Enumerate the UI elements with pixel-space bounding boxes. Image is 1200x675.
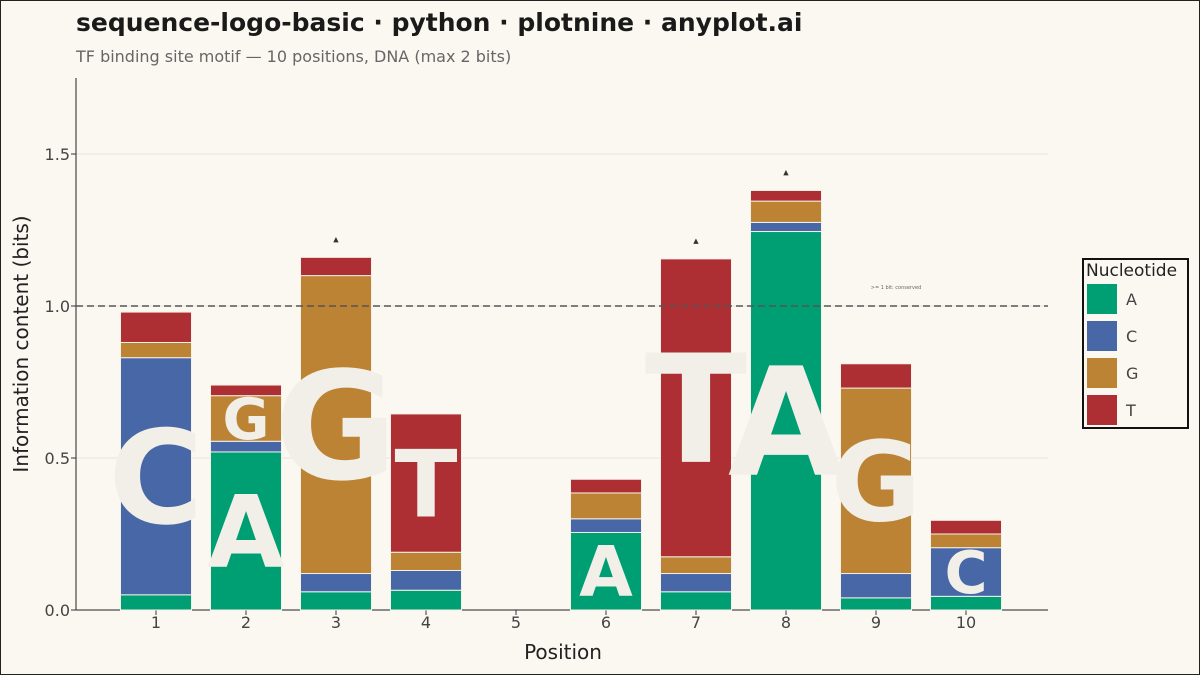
x-tick-label: 9 bbox=[871, 613, 881, 632]
bar-segment bbox=[390, 589, 462, 611]
y-tick-label: 1.0 bbox=[45, 297, 70, 316]
bar-segment bbox=[300, 591, 372, 611]
bar-segment bbox=[750, 231, 822, 611]
conserved-marker: ▲ bbox=[783, 168, 789, 176]
conserved-marker: ▲ bbox=[693, 237, 699, 245]
y-axis-title: Information content (bits) bbox=[9, 215, 33, 472]
letter-label: A bbox=[579, 533, 633, 613]
letter-label: G bbox=[274, 341, 397, 515]
reference-line-label: >= 1 bit: conserved bbox=[871, 285, 921, 291]
x-tick-label: 5 bbox=[511, 613, 521, 632]
bar-segment bbox=[570, 492, 642, 520]
chart-title: sequence-logo-basic · python · plotnine … bbox=[76, 8, 803, 37]
legend-label: G bbox=[1126, 364, 1138, 383]
bar-segment bbox=[120, 341, 192, 359]
letter-label: G bbox=[831, 418, 921, 546]
bar-segment bbox=[660, 258, 732, 558]
bar-segment bbox=[120, 311, 192, 343]
x-axis-title: Position bbox=[524, 640, 602, 664]
bar-segment bbox=[750, 200, 822, 223]
x-tick-label: 1 bbox=[151, 613, 161, 632]
letter-label: T bbox=[645, 324, 747, 498]
bar-segment bbox=[840, 387, 912, 575]
bar-segment bbox=[930, 519, 1002, 535]
letter-label: C bbox=[108, 403, 203, 554]
x-tick-label: 2 bbox=[241, 613, 251, 632]
bar-segment bbox=[840, 363, 912, 389]
bar-segment bbox=[120, 594, 192, 611]
legend-title: Nucleotide bbox=[1086, 261, 1177, 281]
bar-segment bbox=[390, 551, 462, 571]
y-tick-label: 1.5 bbox=[45, 145, 70, 164]
bar-segment bbox=[660, 573, 732, 593]
bar-segment bbox=[210, 451, 282, 611]
legend-label: T bbox=[1125, 401, 1136, 420]
bar-segment bbox=[570, 531, 642, 611]
y-tick-label: 0.5 bbox=[45, 449, 70, 468]
legend-label: C bbox=[1126, 327, 1137, 346]
x-tick-label: 6 bbox=[601, 613, 611, 632]
bar-segment bbox=[750, 189, 822, 202]
bar-segment bbox=[660, 591, 732, 611]
conserved-marker: ▲ bbox=[333, 235, 339, 243]
legend-swatch bbox=[1087, 358, 1117, 388]
bar-segment bbox=[210, 395, 282, 442]
bar-segment bbox=[390, 413, 462, 553]
letter-label: C bbox=[945, 539, 988, 607]
bar-segment bbox=[930, 547, 1002, 597]
letter-label: A bbox=[728, 337, 844, 511]
letter-label: T bbox=[395, 430, 458, 538]
bar-segment bbox=[570, 478, 642, 494]
legend-swatch bbox=[1087, 284, 1117, 314]
bar-segment bbox=[840, 597, 912, 611]
y-tick-label: 0.0 bbox=[45, 601, 70, 620]
x-tick-label: 4 bbox=[421, 613, 431, 632]
bar-segment bbox=[300, 275, 372, 575]
bar-segment bbox=[570, 518, 642, 533]
bar-segment bbox=[660, 556, 732, 575]
bar-segment bbox=[120, 357, 192, 596]
x-tick-label: 10 bbox=[956, 613, 976, 632]
legend-label: A bbox=[1126, 290, 1137, 309]
bar-segment bbox=[840, 573, 912, 599]
bar-segment bbox=[750, 221, 822, 233]
bar-segment bbox=[300, 256, 372, 277]
bar-segment bbox=[390, 569, 462, 591]
bar-segment bbox=[300, 573, 372, 593]
bar-segment bbox=[210, 384, 282, 397]
legend-swatch bbox=[1087, 395, 1117, 425]
x-tick-label: 3 bbox=[331, 613, 341, 632]
legend-swatch bbox=[1087, 321, 1117, 351]
chart-subtitle: TF binding site motif — 10 positions, DN… bbox=[76, 47, 512, 66]
x-tick-label: 7 bbox=[691, 613, 701, 632]
x-tick-label: 8 bbox=[781, 613, 791, 632]
letter-label: G bbox=[223, 386, 270, 453]
letter-label: A bbox=[207, 474, 284, 591]
